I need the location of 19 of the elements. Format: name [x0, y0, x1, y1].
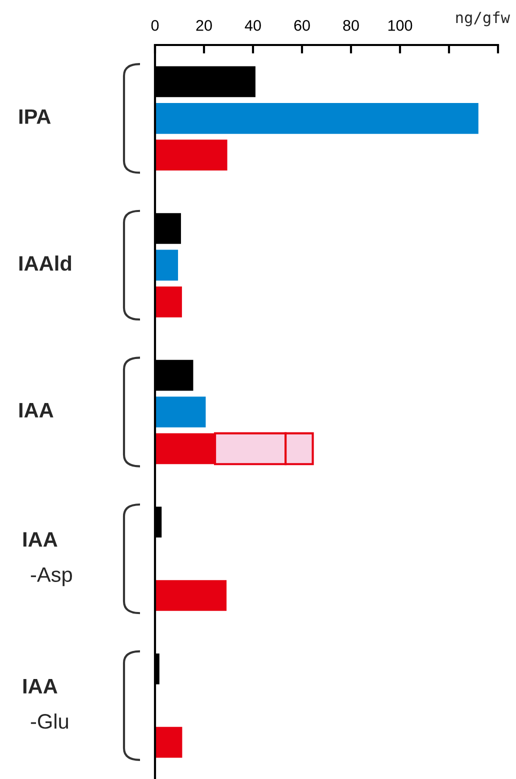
- bar: [155, 140, 228, 171]
- x-tick-label: 100: [388, 20, 412, 31]
- bar: [155, 102, 478, 134]
- x-tick-label: 60: [294, 20, 310, 31]
- bar: [155, 580, 227, 611]
- x-tick-label: 40: [244, 20, 261, 31]
- y-tick-label: IPA: [19, 109, 51, 124]
- y-tick-label: IAAld: [19, 255, 72, 271]
- bar: [155, 726, 182, 758]
- y-tick-label: IAA -Asp: [23, 532, 72, 586]
- x-axis-title: ng/gfw: [456, 11, 510, 26]
- x-tick-label: 80: [343, 20, 359, 31]
- y-tick-label: IAA -Glu: [23, 679, 68, 729]
- bar: [155, 250, 178, 281]
- x-tick-label: 20: [196, 20, 212, 31]
- y-tick-label: IAA: [19, 403, 54, 418]
- x-tick-label: 0: [151, 20, 159, 31]
- bar: [155, 286, 182, 318]
- bar: [155, 396, 206, 428]
